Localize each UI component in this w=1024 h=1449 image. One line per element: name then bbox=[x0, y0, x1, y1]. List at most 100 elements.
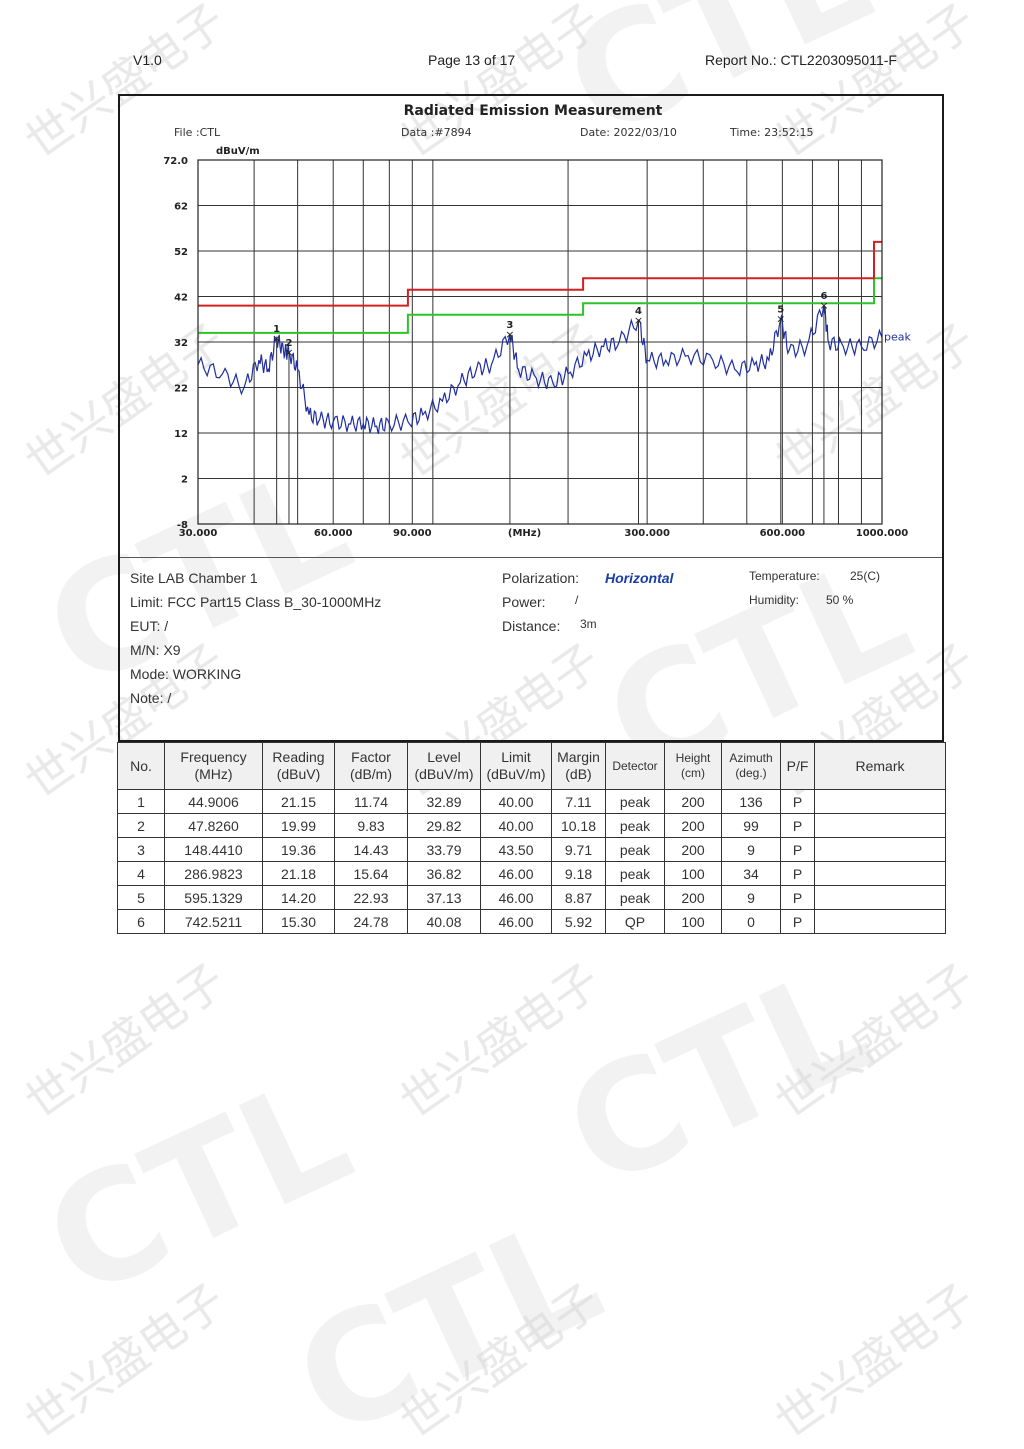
data-label: Data :#7894 bbox=[401, 126, 472, 139]
table-cell: 200 bbox=[664, 813, 722, 838]
table-cell bbox=[814, 837, 946, 862]
table-cell: peak bbox=[605, 861, 665, 886]
polarization-value: Horizontal bbox=[605, 570, 674, 586]
table-cell: 32.89 bbox=[407, 789, 481, 814]
table-row: 5 595.1329 14.20 22.93 37.13 46.00 8.87 peak 200… bbox=[117, 885, 946, 910]
table-cell: 200 bbox=[664, 789, 722, 814]
graph-title: Radiated Emission Measurement bbox=[404, 103, 663, 119]
table-cell: 33.79 bbox=[407, 837, 481, 862]
col-pf: P/F bbox=[780, 742, 815, 790]
table-cell bbox=[814, 909, 946, 934]
mn-text: M/N: X9 bbox=[130, 642, 181, 658]
table-cell: 21.15 bbox=[262, 789, 335, 814]
marker-label: 6 bbox=[820, 291, 827, 302]
table-row: 4 286.9823 21.18 15.64 36.82 46.00 9.18 peak 100… bbox=[117, 861, 946, 886]
series-line-limit-margin bbox=[198, 240, 882, 307]
marker-x: × bbox=[776, 313, 785, 326]
marker-label: 4 bbox=[635, 306, 642, 317]
table-cell: 43.50 bbox=[480, 837, 552, 862]
note-text: Note: / bbox=[130, 690, 172, 706]
table-row: 6 742.5211 15.30 24.78 40.08 46.00 5.92 QP 100 0 P bbox=[117, 909, 946, 934]
y-tick-label: 42 bbox=[174, 293, 188, 304]
measurement-frame bbox=[118, 94, 944, 742]
table-cell: 40.08 bbox=[407, 909, 481, 934]
table-cell: 9.83 bbox=[334, 813, 408, 838]
watermark-text: 世兴盛电子 bbox=[765, 953, 984, 1129]
marker-x: × bbox=[819, 299, 828, 312]
time-label: Time: 23:52:15 bbox=[729, 126, 814, 139]
y-unit-label: dBuV/m bbox=[216, 146, 260, 157]
table-cell: 14.43 bbox=[334, 837, 408, 862]
table-header-row: No. Frequency (MHz) Reading (dBuV) Factor(… bbox=[117, 742, 946, 790]
watermark-text: 世兴盛电子 bbox=[15, 1273, 234, 1449]
table-cell: 595.1329 bbox=[164, 885, 263, 910]
table-cell: 19.36 bbox=[262, 837, 335, 862]
report-number: Report No.: CTL2203095011-F bbox=[705, 52, 897, 68]
table-cell: 9 bbox=[721, 885, 781, 910]
marker-x: × bbox=[284, 346, 293, 359]
table-cell: 46.00 bbox=[480, 885, 552, 910]
table-cell: P bbox=[780, 885, 815, 910]
watermark-text: 世兴盛电子 bbox=[390, 1273, 609, 1449]
table-cell: 40.00 bbox=[480, 789, 552, 814]
watermark-text: 世兴盛电子 bbox=[390, 953, 609, 1129]
table-cell: 44.9006 bbox=[164, 789, 263, 814]
humidity-label: Humidity: bbox=[749, 593, 800, 607]
col-azimuth: Azimuth (deg.) bbox=[721, 742, 781, 790]
page-number: Page 13 of 17 bbox=[428, 52, 516, 68]
table-cell: 15.64 bbox=[334, 861, 408, 886]
col-margin: Margin (dB) bbox=[551, 742, 606, 790]
marker-label: 5 bbox=[777, 305, 784, 316]
table-cell: 47.8260 bbox=[164, 813, 263, 838]
table-cell: 37.13 bbox=[407, 885, 481, 910]
col-frequency: Frequency (MHz) bbox=[164, 742, 263, 790]
polarization-label: Polarization: bbox=[502, 570, 580, 586]
x-tick-label: (MHz) bbox=[508, 528, 541, 539]
table-row: 1 44.9006 21.15 11.74 32.89 40.00 7.11 peak 200 1… bbox=[117, 789, 946, 814]
table-cell: peak bbox=[605, 885, 665, 910]
distance-label: Distance: bbox=[502, 618, 561, 634]
table-cell: 46.00 bbox=[480, 909, 552, 934]
y-tick-label: 22 bbox=[174, 384, 188, 395]
table-cell: peak bbox=[605, 813, 665, 838]
watermark-text: 世兴盛电子 bbox=[15, 953, 234, 1129]
table-cell: 10.18 bbox=[551, 813, 606, 838]
table-cell: 14.20 bbox=[262, 885, 335, 910]
version-label: V1.0 bbox=[133, 52, 162, 68]
table-cell: 6 bbox=[117, 909, 165, 934]
table-cell: 9 bbox=[721, 837, 781, 862]
table-cell: 11.74 bbox=[334, 789, 408, 814]
temperature-label: Temperature: bbox=[749, 569, 820, 583]
table-cell: 100 bbox=[664, 861, 722, 886]
table-cell bbox=[814, 885, 946, 910]
table-cell: 1 bbox=[117, 789, 165, 814]
y-tick-label: 72.0 bbox=[163, 156, 188, 167]
x-tick-label: 300.000 bbox=[624, 528, 670, 539]
section-divider bbox=[120, 557, 942, 558]
table-cell: 36.82 bbox=[407, 861, 481, 886]
table-row: 2 47.8260 19.99 9.83 29.82 40.00 10.18 peak 200 9… bbox=[117, 813, 946, 838]
col-factor: Factor (dB/m) bbox=[334, 742, 408, 790]
plot-border bbox=[197, 159, 883, 525]
table-cell: 2 bbox=[117, 813, 165, 838]
x-tick-label: 90.000 bbox=[393, 528, 432, 539]
marker-label: 1 bbox=[273, 324, 280, 335]
table-body: 1 44.9006 21.15 11.74 32.89 40.00 7.11 peak 200 1… bbox=[117, 789, 946, 934]
table-cell: 5 bbox=[117, 885, 165, 910]
y-tick-label: 2 bbox=[181, 475, 188, 486]
watermark-logo: CTL bbox=[272, 1185, 625, 1449]
table-cell: 5.92 bbox=[551, 909, 606, 934]
watermark-logo: CTL bbox=[22, 1045, 375, 1333]
marker-x: × bbox=[505, 328, 514, 341]
distance-value: 3m bbox=[580, 617, 597, 631]
marker-label: 3 bbox=[506, 320, 513, 331]
table-cell: P bbox=[780, 909, 815, 934]
x-tick-label: 1000.000 bbox=[856, 528, 909, 539]
power-label: Power: bbox=[502, 594, 546, 610]
table-cell: 24.78 bbox=[334, 909, 408, 934]
power-value: / bbox=[575, 593, 579, 607]
table-cell: 8.87 bbox=[551, 885, 606, 910]
file-label: File :CTL bbox=[174, 126, 221, 139]
table-cell: 29.82 bbox=[407, 813, 481, 838]
